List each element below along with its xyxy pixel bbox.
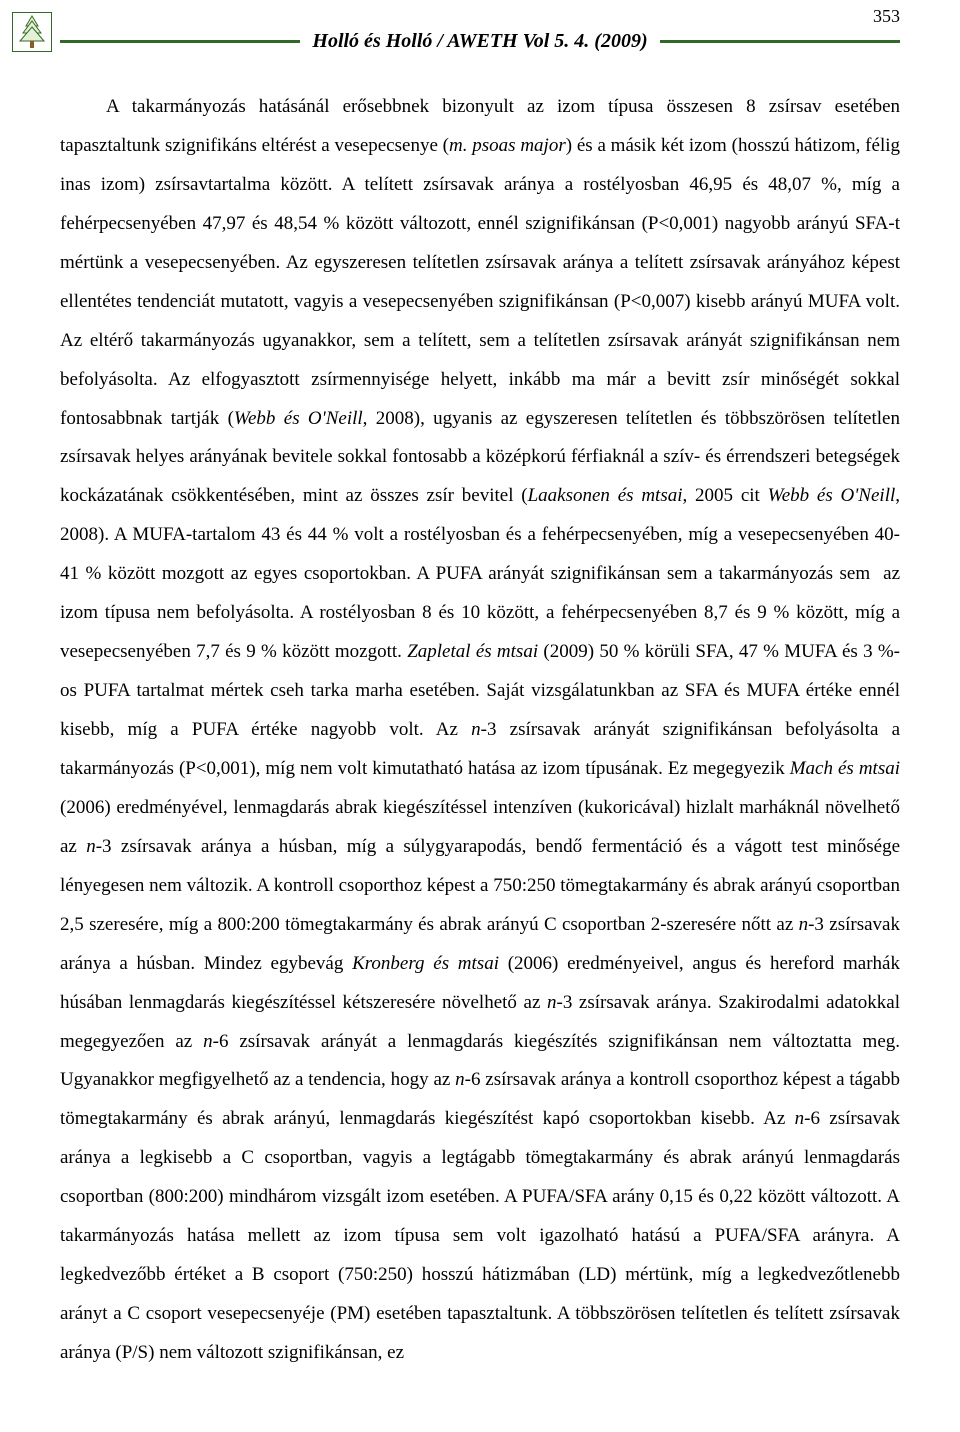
running-header-title: Holló és Holló / AWETH Vol 5. 4. (2009) [312, 30, 647, 53]
header-rule-right [660, 40, 900, 43]
page: Holló és Holló / AWETH Vol 5. 4. (2009) … [0, 0, 960, 1432]
header-rule-left [60, 40, 300, 43]
page-number: 353 [873, 6, 900, 27]
journal-logo-icon [12, 12, 52, 52]
body-paragraph: A takarmányozás hatásánál erősebbnek biz… [60, 88, 900, 1373]
running-header: Holló és Holló / AWETH Vol 5. 4. (2009) … [60, 18, 900, 64]
